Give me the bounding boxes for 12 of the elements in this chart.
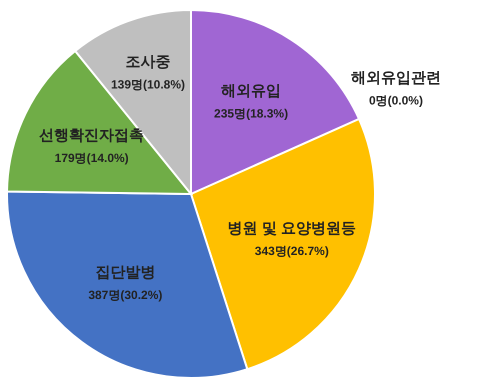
data-label: 343명(26.7%) — [254, 244, 329, 258]
data-label: 387명(30.2%) — [88, 288, 162, 302]
text: 0명(0.0%) — [368, 93, 423, 108]
slice-label: 선행확진자접촉 — [39, 126, 144, 144]
category-label: 해외유입관련 — [350, 69, 441, 86]
data-label: 235명(18.3%) — [214, 106, 288, 120]
data-label: 179명(14.0%) — [54, 150, 129, 165]
slice-label: 해외유입 — [221, 82, 282, 100]
slice-label: 집단발병 — [95, 264, 156, 281]
slice-label: 병원 및 요양병원등 — [228, 220, 356, 238]
data-label: 139명(10.8%) — [110, 78, 186, 92]
slice-label: 조사중 — [126, 54, 171, 71]
